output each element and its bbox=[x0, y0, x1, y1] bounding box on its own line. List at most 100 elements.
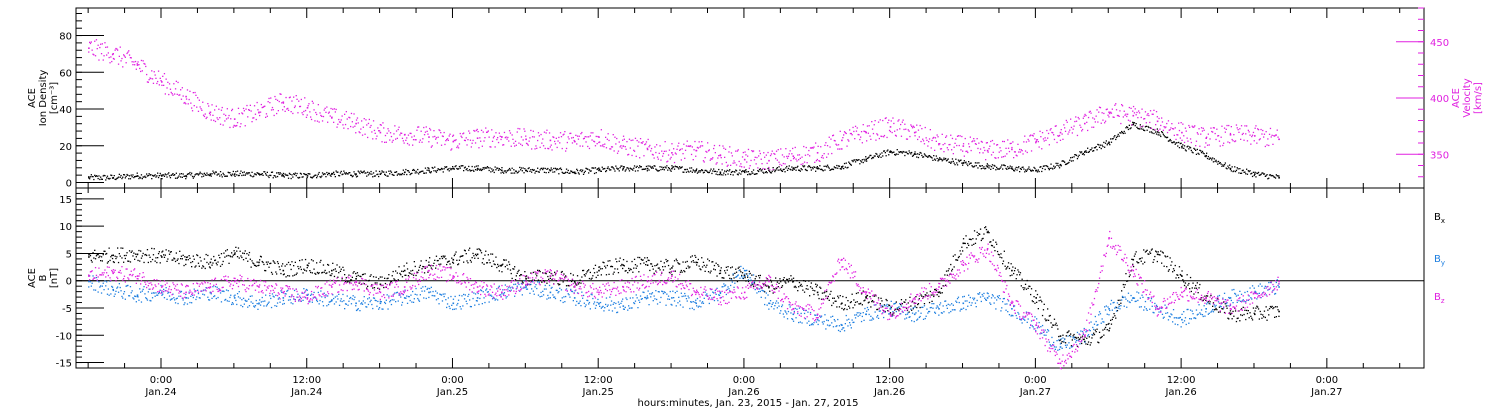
bfield-x-point bbox=[721, 277, 723, 279]
velocity-point bbox=[1000, 150, 1002, 152]
bfield-x-point bbox=[143, 261, 145, 264]
density-point bbox=[903, 151, 905, 153]
bfield-x-point bbox=[471, 257, 473, 259]
density-point bbox=[1001, 164, 1003, 166]
density-point bbox=[679, 166, 681, 168]
bfield-y-point bbox=[477, 292, 479, 295]
bfield-x-point bbox=[299, 259, 301, 262]
velocity-point bbox=[235, 125, 237, 127]
bfield-x-point bbox=[891, 314, 893, 316]
velocity-point bbox=[1024, 135, 1026, 137]
density-point bbox=[798, 169, 801, 171]
velocity-point bbox=[661, 150, 663, 152]
density-point bbox=[498, 168, 500, 170]
density-point bbox=[1110, 141, 1113, 143]
bfield-x-point bbox=[1032, 301, 1034, 303]
velocity-point bbox=[96, 48, 98, 50]
velocity-point bbox=[692, 159, 694, 161]
velocity-point bbox=[208, 112, 211, 114]
density-point bbox=[1274, 177, 1277, 179]
velocity-point bbox=[266, 115, 268, 117]
velocity-point bbox=[356, 117, 359, 119]
bfield-x-point bbox=[399, 272, 401, 275]
bfield-x-point bbox=[1141, 257, 1143, 259]
density-point bbox=[820, 168, 823, 170]
bfield-x-point bbox=[277, 262, 279, 265]
density-point bbox=[395, 171, 397, 173]
bfield-x-point bbox=[104, 250, 106, 252]
velocity-point bbox=[240, 123, 242, 125]
density-point bbox=[367, 171, 369, 173]
velocity-point bbox=[706, 151, 708, 153]
density-point bbox=[155, 176, 157, 178]
velocity-point bbox=[265, 116, 267, 118]
bfield-x-point bbox=[420, 260, 422, 262]
density-point bbox=[263, 171, 265, 173]
bfield-y-point bbox=[397, 300, 399, 302]
bfield-x-data-point bbox=[792, 280, 795, 283]
density-point bbox=[980, 168, 982, 170]
bfield-y-point bbox=[518, 283, 520, 286]
density-point bbox=[88, 176, 90, 178]
bfield-x-point bbox=[98, 256, 100, 259]
density-point bbox=[377, 173, 379, 175]
density-point bbox=[248, 172, 251, 174]
velocity-point bbox=[90, 41, 92, 43]
velocity-point bbox=[733, 160, 735, 162]
velocity-point bbox=[102, 59, 104, 61]
density-point bbox=[1038, 170, 1040, 173]
bfield-y-point bbox=[424, 285, 427, 288]
bfield-x-point bbox=[1056, 324, 1058, 327]
bfield-x-point bbox=[1081, 342, 1083, 345]
bfield-x-point bbox=[1090, 342, 1092, 344]
bfield-x-point bbox=[310, 259, 313, 261]
velocity-point bbox=[980, 140, 982, 143]
bfield-y-point bbox=[103, 289, 105, 291]
bfield-x-point bbox=[681, 271, 683, 273]
density-point bbox=[413, 169, 415, 172]
velocity-point bbox=[978, 142, 980, 144]
bfield-x-point bbox=[273, 261, 275, 263]
bfield-x-point bbox=[973, 243, 975, 245]
bfield-y-point bbox=[266, 304, 268, 306]
velocity-point bbox=[123, 55, 126, 57]
density-point bbox=[1237, 168, 1239, 170]
bfield-x-data-point bbox=[403, 269, 406, 272]
bfield-x-point bbox=[1013, 270, 1016, 272]
density-point bbox=[1269, 174, 1272, 176]
bfield-x-point bbox=[153, 248, 155, 250]
velocity-point bbox=[1155, 111, 1158, 113]
bfield-x-point bbox=[953, 266, 955, 268]
density-point bbox=[547, 167, 549, 170]
bfield-x-point bbox=[996, 243, 998, 245]
bfield-x-point bbox=[753, 282, 756, 284]
density-point bbox=[256, 172, 258, 174]
bfield-x-point bbox=[328, 271, 330, 273]
bfield-x-point bbox=[1076, 345, 1079, 347]
density-point bbox=[678, 168, 680, 170]
bfield-x-point bbox=[1110, 323, 1113, 325]
bfield-x-point bbox=[303, 268, 305, 270]
velocity-point bbox=[191, 110, 194, 112]
velocity-point bbox=[1166, 131, 1169, 134]
velocity-point bbox=[556, 146, 558, 149]
bfield-x-point bbox=[373, 287, 376, 289]
velocity-point bbox=[458, 143, 461, 145]
velocity-point bbox=[1138, 110, 1140, 112]
density-point bbox=[268, 176, 270, 179]
density-point bbox=[1094, 147, 1096, 149]
velocity-point bbox=[401, 137, 404, 139]
bfield-x-point bbox=[1278, 315, 1280, 317]
bfield-y-point bbox=[491, 295, 493, 297]
bfield-y-point bbox=[219, 292, 222, 294]
bfield-y-point bbox=[465, 300, 467, 302]
density-point bbox=[794, 166, 796, 169]
density-point bbox=[186, 173, 189, 176]
density-point bbox=[593, 172, 596, 175]
bfield-x-point bbox=[1200, 297, 1203, 299]
bfield-y-point bbox=[385, 299, 387, 301]
bfield-x-point bbox=[639, 256, 641, 259]
density-point bbox=[121, 177, 123, 180]
bfield-x-point bbox=[1155, 250, 1157, 252]
velocity-point bbox=[212, 114, 214, 116]
